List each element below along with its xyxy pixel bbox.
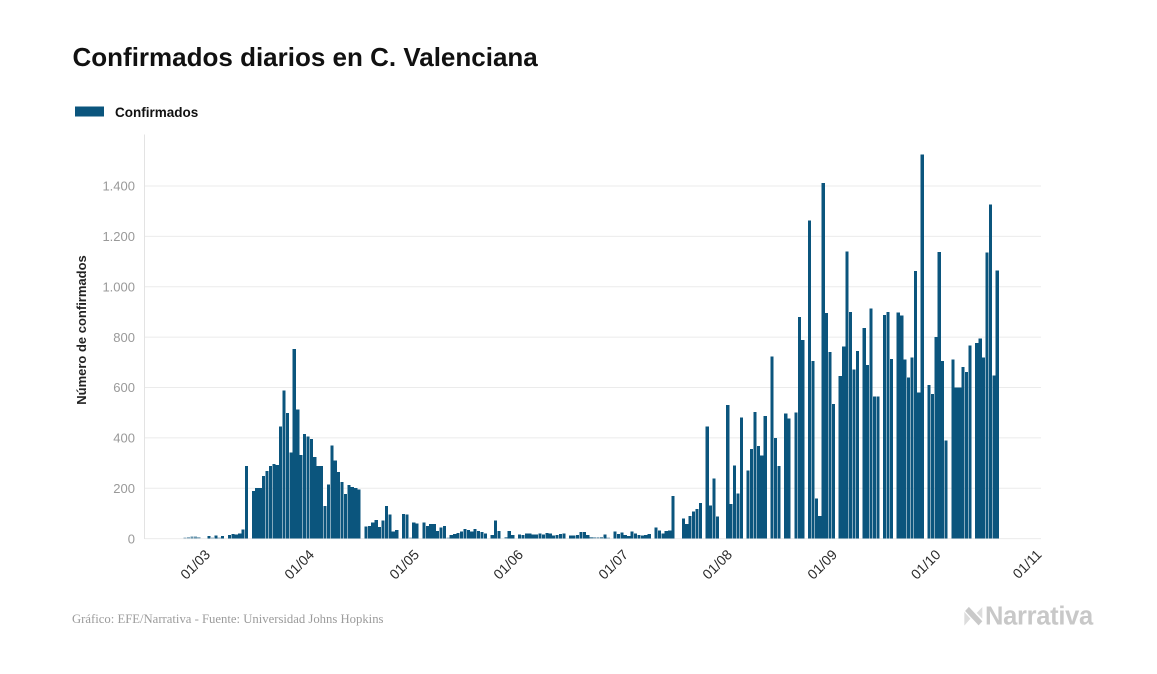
svg-text:Número de confirmados: Número de confirmados	[74, 255, 89, 405]
svg-text:1.200: 1.200	[102, 229, 135, 244]
svg-text:1.400: 1.400	[102, 179, 135, 194]
svg-text:800: 800	[113, 330, 135, 345]
svg-text:Narrativa: Narrativa	[985, 603, 1094, 631]
svg-text:400: 400	[113, 431, 135, 446]
svg-text:Confirmados diarios en C. Vale: Confirmados diarios en C. Valenciana	[73, 42, 539, 72]
svg-text:1.000: 1.000	[102, 279, 135, 294]
svg-text:200: 200	[113, 481, 135, 496]
svg-text:600: 600	[113, 380, 135, 395]
svg-text:Confirmados: Confirmados	[115, 105, 198, 120]
svg-text:Gráfico: EFE/Narrativa - Fuent: Gráfico: EFE/Narrativa - Fuente: Univers…	[72, 612, 384, 626]
svg-text:0: 0	[128, 531, 135, 546]
